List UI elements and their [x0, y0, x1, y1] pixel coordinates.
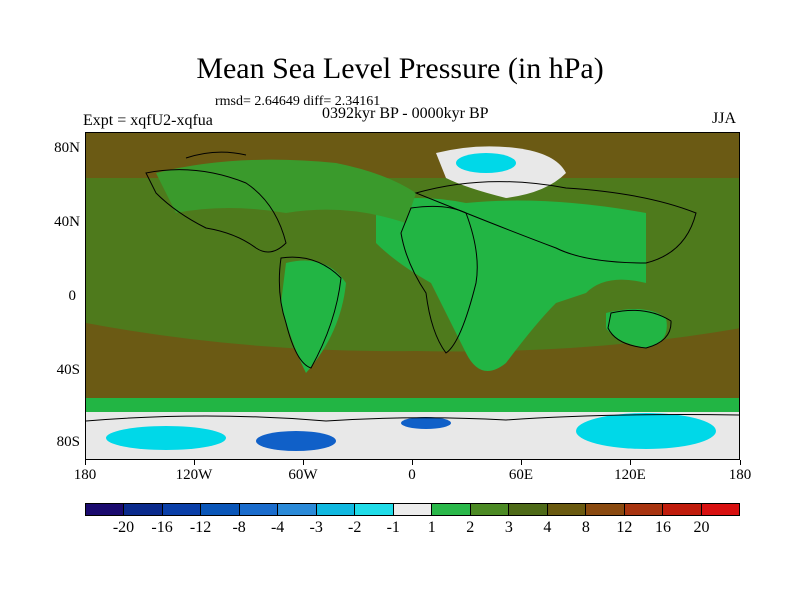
colorbar-segment: [278, 504, 317, 515]
colorbar-label: 20: [693, 519, 710, 536]
colorbar-segment: [355, 504, 394, 515]
experiment-label: Expt = xqfU2-xqfua: [83, 112, 213, 129]
season-label: JJA: [712, 110, 737, 127]
y-label-0: 0: [68, 288, 77, 304]
y-label-40s: 40S: [56, 362, 80, 378]
colorbar-segment: [624, 504, 664, 515]
x-tick: [630, 460, 632, 465]
arctic-cyan-cell: [456, 153, 516, 173]
colorbar-label: -1: [386, 519, 400, 536]
colorbar-segment: [547, 504, 587, 515]
north-atlantic-region: [156, 159, 416, 223]
colorbar-segment: [393, 504, 433, 515]
antarctic-cyan-east: [576, 413, 716, 449]
colorbar-label: 16: [654, 519, 671, 536]
antarctic-blue-small: [401, 417, 451, 429]
colorbar-label: -3: [309, 519, 323, 536]
y-label-80n: 80N: [54, 140, 80, 156]
colorbar-label: 2: [466, 519, 475, 536]
colorbar-label: 1: [427, 519, 436, 536]
colorbar-label: 4: [543, 519, 552, 536]
x-tick: [739, 460, 741, 465]
pressure-map: [85, 132, 740, 460]
antarctic-green-edge: [86, 398, 739, 412]
colorbar-label: -16: [151, 519, 173, 536]
colorbar-label: -2: [348, 519, 362, 536]
map-canvas: [86, 133, 739, 459]
x-label-0: 0: [408, 467, 416, 483]
colorbar-label: 12: [616, 519, 633, 536]
south-america-region: [281, 260, 346, 373]
colorbar-segment: [663, 504, 702, 515]
antarctic-blue-cell: [256, 431, 336, 451]
australia-region: [606, 309, 667, 348]
y-label-40n: 40N: [54, 214, 80, 230]
rmsd-diff-stats: rmsd= 2.64649 diff= 2.34161: [215, 94, 381, 109]
x-tick: [521, 460, 523, 465]
colorbar-segment: [701, 504, 739, 515]
colorbar-segment: [162, 504, 202, 515]
colorbar-segment: [509, 504, 548, 515]
colorbar-label: -20: [112, 519, 135, 536]
x-label-120w: 120W: [175, 467, 213, 483]
colorbar-segment: [586, 504, 625, 515]
colorbar-label: 8: [581, 519, 590, 536]
x-tick: [412, 460, 413, 465]
colorbar-segment: [316, 504, 356, 515]
colorbar-label: 3: [504, 519, 513, 536]
colorbar-segment: [86, 504, 125, 515]
x-label-180e: 180: [728, 467, 752, 483]
period-label: 0392kyr BP - 0000kyr BP: [322, 105, 489, 122]
colorbar-label: -8: [232, 519, 246, 536]
y-label-80s: 80S: [56, 434, 80, 450]
coastlines: [86, 151, 739, 422]
africa-eurasia-region: [376, 198, 646, 371]
colorbar-segment: [124, 504, 163, 515]
colorbar-segment: [239, 504, 279, 515]
plot-title: Mean Sea Level Pressure (in hPa): [196, 52, 604, 85]
x-label-60e: 60E: [508, 467, 534, 483]
x-tick: [193, 460, 195, 465]
colorbar: [85, 503, 740, 516]
x-tick: [302, 460, 304, 465]
south-dark-band: [86, 323, 739, 398]
colorbar-segment: [201, 504, 240, 515]
x-tick: [84, 460, 86, 465]
antarctic-cyan-west: [106, 426, 226, 450]
x-label-120e: 120E: [614, 467, 646, 483]
colorbar-label: -4: [270, 519, 285, 536]
x-label-180w: 180: [73, 467, 97, 483]
colorbar-segment: [470, 504, 510, 515]
x-label-60w: 60W: [288, 467, 318, 483]
colorbar-label: -12: [189, 519, 212, 536]
colorbar-segment: [432, 504, 471, 515]
